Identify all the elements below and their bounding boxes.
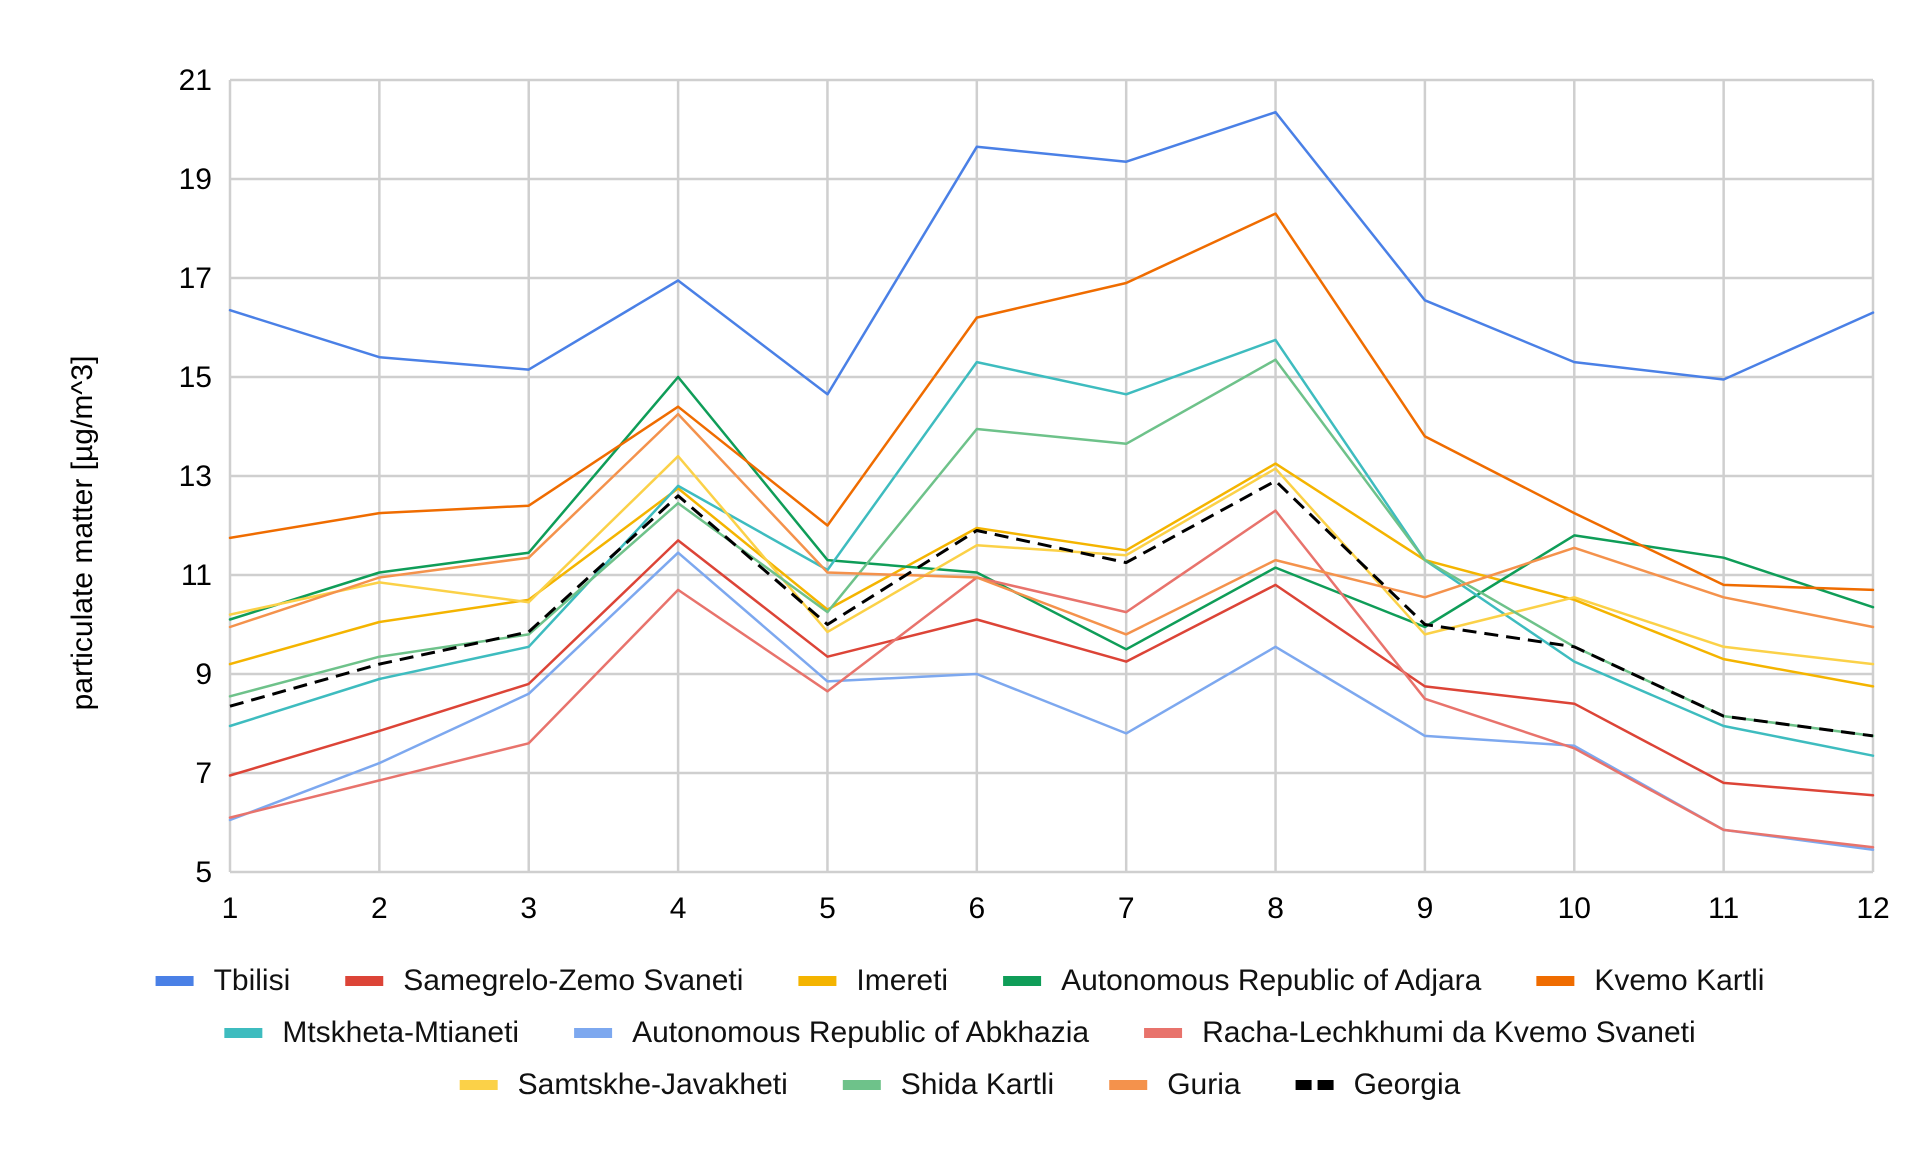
legend-swatch — [345, 976, 384, 986]
legend-label: Guria — [1167, 1068, 1241, 1101]
legend-item-tbilisi: Tbilisi — [155, 964, 291, 997]
legend-swatch — [1317, 1080, 1334, 1090]
legend-swatch — [1144, 1028, 1183, 1038]
legend-item-samtskhe-javakheti: Samtskhe-Javakheti — [459, 1068, 788, 1101]
legend-swatch — [842, 1080, 881, 1090]
y-tick-label: 19 — [179, 163, 212, 196]
legend-item-samegrelo-zemo-svaneti: Samegrelo-Zemo Svaneti — [345, 964, 743, 997]
y-tick-label: 11 — [181, 559, 212, 592]
series-line-samegrelo-zemo-svaneti — [228, 539, 1875, 797]
series-line-imereti — [228, 462, 1875, 688]
y-tick-label: 5 — [195, 856, 212, 889]
legend-swatch — [1295, 1080, 1312, 1090]
series-line-tbilisi — [228, 110, 1875, 396]
legend-label: Samegrelo-Zemo Svaneti — [403, 964, 743, 997]
y-tick-label: 21 — [179, 64, 212, 97]
y-tick-label: 13 — [179, 460, 212, 493]
legend-swatch — [1536, 976, 1575, 986]
legend-label: Shida Kartli — [901, 1068, 1054, 1101]
y-axis-label: particulate matter [µg/m^3] — [66, 356, 99, 711]
legend-swatch — [155, 976, 194, 986]
legend-swatch — [224, 1028, 263, 1038]
legend-item-georgia: Georgia — [1295, 1068, 1461, 1101]
series-line-georgia — [229, 479, 1874, 738]
legend-swatch — [459, 1080, 498, 1090]
x-axis-tick-labels: 1 2 3 4 5 6 7 8 9 10 11 12 — [222, 892, 1890, 925]
legend-swatch — [1109, 1080, 1148, 1090]
legend-swatch — [574, 1028, 613, 1038]
series-line-samtskhe-javakheti — [228, 454, 1875, 666]
x-tick-label: 12 — [1856, 892, 1889, 925]
legend-label: Imereti — [856, 964, 948, 997]
legend-item-autonomous-republic-of-adjara: Autonomous Republic of Adjara — [1003, 964, 1482, 997]
legend-label: Mtskheta-Mtianeti — [282, 1016, 519, 1049]
y-axis-tick-labels: 5 7 9 11 13 15 17 19 21 — [179, 64, 212, 889]
legend-label: Autonomous Republic of Adjara — [1061, 964, 1482, 997]
x-tick-label: 5 — [819, 892, 836, 925]
legend-item-shida-kartli: Shida Kartli — [842, 1068, 1054, 1101]
y-tick-label: 17 — [179, 262, 212, 295]
x-tick-label: 4 — [670, 892, 687, 925]
series-line-autonomous-republic-of-abkhazia — [228, 551, 1875, 851]
x-tick-label: 1 — [222, 892, 239, 925]
x-tick-label: 7 — [1118, 892, 1135, 925]
grid-lines — [228, 78, 1875, 874]
series-line-mtskheta-mtianeti — [228, 338, 1875, 757]
series-lines — [228, 110, 1875, 851]
x-tick-label: 10 — [1558, 892, 1591, 925]
y-tick-label: 9 — [195, 658, 212, 691]
legend-label: Samtskhe-Javakheti — [518, 1068, 788, 1101]
y-tick-label: 7 — [195, 757, 212, 790]
legend-swatch — [1003, 976, 1042, 986]
legend-label: Autonomous Republic of Abkhazia — [632, 1016, 1089, 1049]
legend-swatch — [798, 976, 837, 986]
legend-label: Tbilisi — [214, 964, 291, 997]
legend-label: Kvemo Kartli — [1594, 964, 1764, 997]
x-tick-label: 8 — [1267, 892, 1284, 925]
legend-label: Georgia — [1354, 1068, 1461, 1101]
series-line-shida-kartli — [228, 358, 1875, 738]
x-tick-label: 3 — [520, 892, 537, 925]
x-tick-label: 11 — [1708, 892, 1739, 925]
legend-item-mtskheta-mtianeti: Mtskheta-Mtianeti — [224, 1016, 519, 1049]
x-tick-label: 6 — [968, 892, 985, 925]
series-line-guria — [228, 412, 1875, 636]
legend-item-kvemo-kartli: Kvemo Kartli — [1536, 964, 1764, 997]
legend-item-autonomous-republic-of-abkhazia: Autonomous Republic of Abkhazia — [574, 1016, 1089, 1049]
series-line-autonomous-republic-of-adjara — [228, 375, 1875, 651]
legend-label: Racha-Lechkhumi da Kvemo Svaneti — [1202, 1016, 1696, 1049]
legend: Tbilisi Samegrelo-Zemo Svaneti Imereti Auto… — [155, 964, 1764, 1101]
y-tick-label: 15 — [179, 361, 212, 394]
legend-item-guria: Guria — [1109, 1068, 1241, 1101]
x-tick-label: 9 — [1417, 892, 1434, 925]
legend-item-racha-lechkhumi-da-kvemo-svaneti: Racha-Lechkhumi da Kvemo Svaneti — [1144, 1016, 1696, 1049]
series-line-kvemo-kartli — [228, 212, 1875, 592]
series-line-racha-lechkhumi-da-kvemo-svaneti — [228, 509, 1875, 849]
legend-item-imereti: Imereti — [798, 964, 948, 997]
x-tick-label: 2 — [371, 892, 388, 925]
